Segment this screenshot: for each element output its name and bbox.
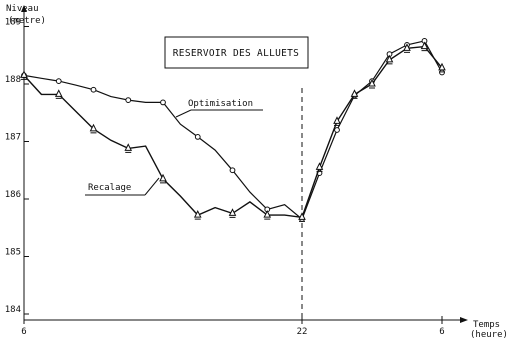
y-tick-label: 185 bbox=[5, 248, 21, 258]
data-point bbox=[350, 89, 359, 97]
x-tick-label: 6 bbox=[21, 327, 26, 337]
data-point bbox=[438, 62, 446, 71]
x-tick-label: 6 bbox=[439, 327, 444, 337]
legend-leader-optimisation bbox=[175, 109, 192, 118]
data-point bbox=[403, 43, 411, 51]
y-axis-unit: (metre) bbox=[8, 16, 46, 26]
data-point bbox=[263, 209, 272, 218]
data-point bbox=[298, 212, 306, 220]
title-box bbox=[164, 36, 309, 69]
y-tick-label: 187 bbox=[5, 133, 21, 143]
data-point bbox=[315, 162, 324, 170]
y-tick-label: 188 bbox=[5, 75, 21, 85]
data-point bbox=[333, 116, 341, 124]
data-point bbox=[90, 86, 97, 93]
data-point bbox=[193, 209, 202, 218]
y-tick-label: 184 bbox=[5, 305, 21, 315]
x-axis-arrow bbox=[460, 317, 468, 323]
axes: 184 185 186 187 188 189 6 22 6 bbox=[5, 5, 468, 337]
chart-title: RESERVOIR DES ALLUETS bbox=[173, 48, 299, 59]
data-point bbox=[125, 97, 132, 103]
data-point bbox=[420, 41, 429, 50]
y-tick-label: 186 bbox=[5, 190, 21, 200]
series-layer bbox=[20, 37, 446, 223]
data-point bbox=[229, 167, 236, 174]
data-point bbox=[20, 70, 28, 78]
legend-leader-recalage bbox=[144, 177, 160, 196]
y-axis-title: Niveau bbox=[6, 4, 39, 14]
data-point bbox=[124, 143, 133, 151]
data-point bbox=[54, 89, 63, 97]
data-point bbox=[334, 127, 340, 133]
data-point bbox=[89, 123, 98, 132]
data-point bbox=[194, 134, 201, 140]
y-tick-label: 189 bbox=[5, 18, 21, 28]
data-point bbox=[160, 99, 166, 106]
x-axis-title: Temps bbox=[473, 320, 500, 330]
data-point bbox=[385, 54, 394, 63]
data-point bbox=[439, 69, 445, 76]
x-tick-label: 22 bbox=[297, 327, 308, 337]
x-axis-unit: (heure) bbox=[470, 330, 508, 339]
data-point bbox=[55, 78, 62, 85]
legend-label-optimisation: Optimisation bbox=[188, 99, 253, 109]
y-axis-arrow bbox=[21, 5, 27, 12]
legend-label-recalage: Recalage bbox=[88, 183, 131, 193]
data-point bbox=[368, 78, 376, 87]
series-line-recalage bbox=[23, 45, 443, 219]
data-point bbox=[228, 208, 237, 216]
data-point bbox=[159, 173, 167, 182]
